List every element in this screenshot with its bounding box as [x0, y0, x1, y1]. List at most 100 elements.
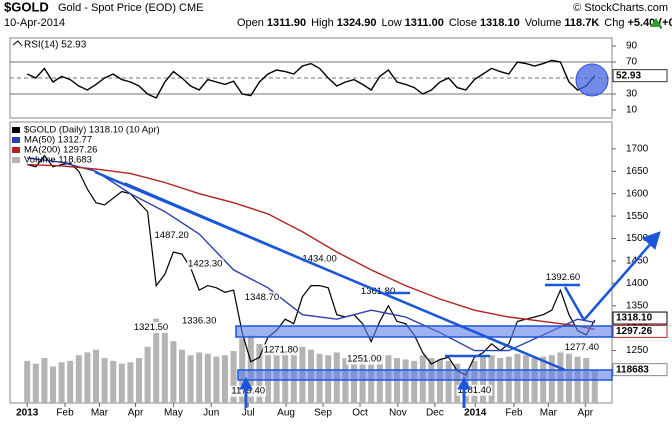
volume-bar: [213, 356, 220, 403]
quote-value: 118.7K: [564, 17, 599, 29]
price-annotation: 1423.30: [188, 258, 222, 269]
price-annotation: 1271.80: [264, 344, 298, 355]
price-annotation: 1434.00: [302, 254, 336, 265]
volume-marker-box: [612, 363, 668, 377]
marker-label: 1318.10: [616, 313, 653, 324]
x-tick-label: Mar: [91, 408, 109, 419]
legend-entry: $GOLD (Daily) 1318.10 (10 Apr): [24, 125, 160, 136]
volume-bar: [58, 362, 65, 403]
quote-label: Close: [449, 17, 477, 29]
arrow-head: [457, 376, 471, 390]
x-tick-label: Dec: [426, 408, 444, 419]
volume-bar: [50, 366, 56, 403]
symbol: $GOLD: [4, 0, 49, 14]
volume-bar: [196, 352, 203, 403]
y-tick-label: 1400: [626, 278, 649, 289]
x-tick-label: Sep: [314, 408, 332, 419]
volume-bar: [153, 318, 160, 403]
support-zone: [235, 325, 613, 338]
series-line: [26, 59, 596, 99]
volume-bar: [591, 369, 598, 403]
volume-bar: [222, 355, 228, 403]
quote-label: Low: [381, 17, 401, 29]
legend-swatch: [12, 147, 20, 153]
quote: Open 1311.90 High 1324.90 Low 1311.00 Close 131…: [237, 17, 672, 29]
highlight-circle: [575, 63, 609, 97]
y-tick-label: 70: [626, 57, 638, 68]
quote-value: 1324.90: [337, 17, 377, 29]
x-tick-label: Nov: [389, 408, 407, 419]
y-tick-label: 1650: [626, 166, 649, 177]
arrow-head: [642, 231, 661, 250]
volume-bar: [93, 349, 99, 403]
y-tick-label: 1450: [626, 256, 649, 267]
price-annotation: 1251.00: [347, 354, 381, 365]
y-tick-label: 10: [626, 105, 638, 116]
price-annotation: 1348.70: [245, 292, 279, 303]
volume-bar: [179, 349, 185, 403]
price-annotation: 1392.60: [546, 272, 580, 283]
annotation-bg: [132, 322, 170, 334]
volume-bar: [437, 359, 443, 403]
volume-bar: [454, 363, 461, 403]
legend-swatch: [12, 127, 20, 133]
y-tick-label: 30: [626, 89, 638, 100]
arrow-line: [563, 286, 586, 321]
y-tick-label: 1600: [626, 188, 649, 199]
legend-entry: Volume 118,683: [24, 155, 92, 166]
x-tick-label: 2013: [16, 408, 39, 419]
volume-bar: [161, 329, 168, 403]
x-tick-label: Jul: [242, 408, 255, 419]
quote-value: +5.40 (+0.41%): [627, 17, 672, 29]
legend-swatch: [12, 137, 20, 143]
marker-box: [612, 324, 668, 338]
annotation-bg: [456, 384, 493, 396]
volume-bar: [75, 355, 82, 403]
panel-title: RSI(14) 52.93: [24, 40, 87, 51]
volume-bar: [118, 363, 125, 403]
plot-layer: 9070503010RSI(14) 52.9352.93170016501600…: [9, 37, 668, 419]
price-annotation: 1277.40: [565, 342, 599, 353]
annotation-bg: [301, 253, 338, 265]
annotation-bg: [262, 344, 300, 356]
x-tick-label: May: [164, 408, 183, 419]
marker-label: 52.93: [616, 70, 641, 81]
volume-bar: [402, 359, 409, 403]
quote-label: Volume: [525, 17, 562, 29]
volume-bar: [24, 360, 31, 403]
y-tick-label: 1500: [626, 233, 649, 244]
annotation-bg: [563, 341, 601, 353]
annotation-bg: [153, 229, 190, 241]
volume-bar: [187, 355, 194, 403]
annotation-bg: [544, 272, 582, 284]
x-tick-label: Feb: [505, 408, 523, 419]
trendline: [124, 182, 517, 351]
x-tick-label: 2014: [464, 408, 487, 419]
volume-bar: [230, 351, 237, 403]
volume-bar: [32, 363, 39, 403]
quote-label: Open: [237, 17, 264, 29]
x-tick-label: Feb: [56, 408, 74, 419]
x-tick-label: Mar: [540, 408, 558, 419]
y-tick-label: 90: [626, 41, 638, 52]
volume-bar: [204, 353, 211, 403]
x-tick-label: Jun: [203, 408, 219, 419]
annotation-bg: [346, 353, 383, 365]
price-annotation: 1321.50: [134, 322, 168, 333]
y-tick-label: 1250: [626, 345, 649, 356]
volume-bar: [67, 360, 74, 403]
volume-bar: [136, 358, 142, 403]
volume-bar: [445, 360, 452, 403]
quote-label: High: [311, 17, 334, 29]
annotation-bg: [230, 385, 267, 397]
x-tick-label: Apr: [578, 408, 594, 419]
volume-bar: [110, 360, 117, 403]
volume-bar: [84, 352, 91, 403]
x-tick-label: Apr: [128, 408, 144, 419]
volume-bar: [351, 360, 357, 403]
arrow-head: [239, 376, 253, 390]
subtitle: Gold - Spot Price (EOD) CME: [58, 2, 203, 14]
x-tick-label: Oct: [352, 408, 368, 419]
quote-value: 1311.90: [267, 17, 306, 29]
annotation-bg: [187, 258, 224, 270]
